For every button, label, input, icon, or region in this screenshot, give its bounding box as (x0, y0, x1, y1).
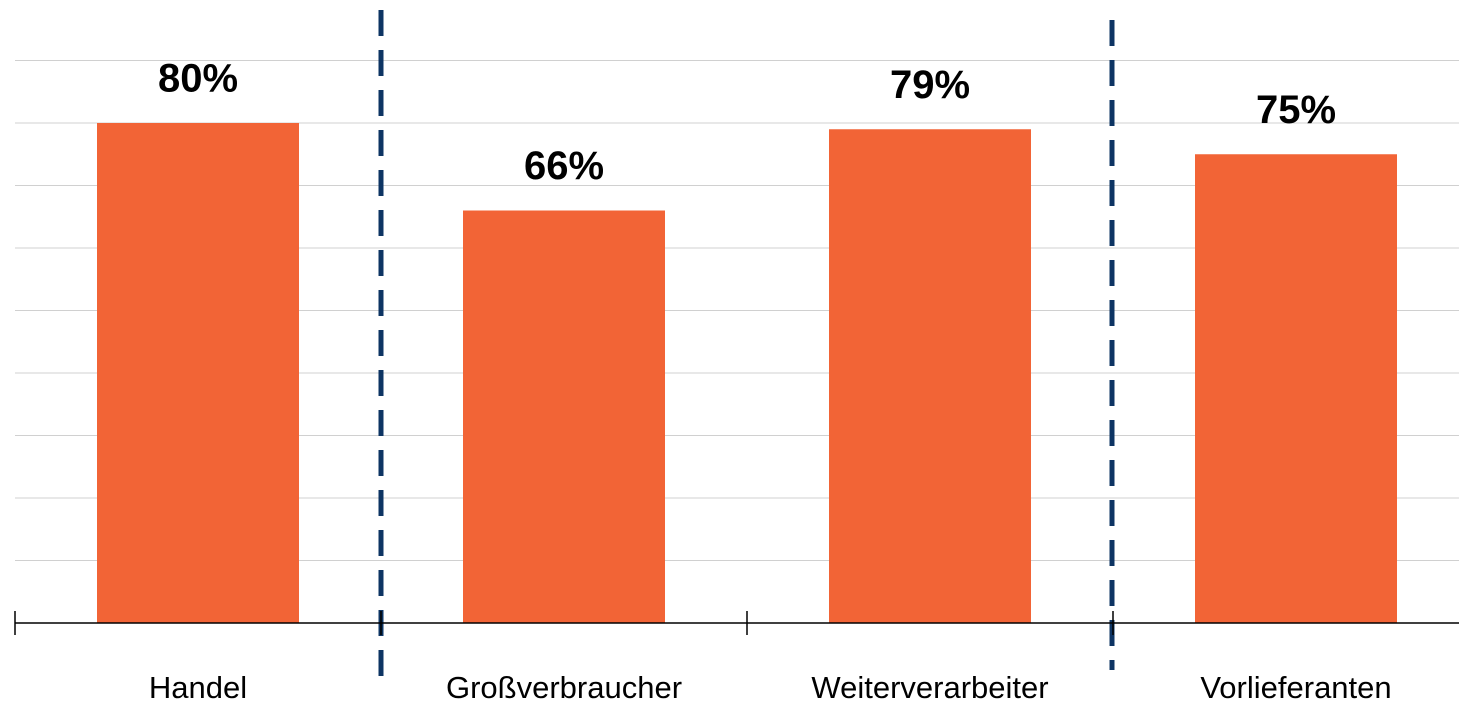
x-tick-label: Handel (149, 670, 247, 705)
x-tick-label: Vorlieferanten (1200, 670, 1391, 705)
bar (1195, 154, 1397, 623)
value-label: 75% (1256, 88, 1336, 132)
x-tick-label: Großverbraucher (446, 670, 682, 705)
x-tick-label: Weiterverarbeiter (811, 670, 1048, 705)
bar (829, 129, 1031, 623)
value-label: 79% (890, 63, 970, 107)
value-label: 80% (158, 57, 238, 101)
bar (97, 123, 299, 623)
value-label: 66% (524, 144, 604, 188)
bar (463, 210, 665, 623)
